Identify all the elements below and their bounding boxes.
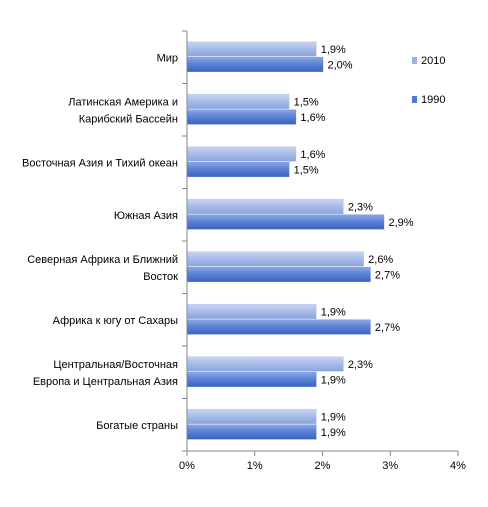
legend-swatch-2010 [412,57,417,64]
category-label: Южная Азия [114,210,178,222]
category-label: Центральная/Восточная Европа и Центральна… [33,359,178,388]
x-tick-label: 3% [382,460,398,472]
data-label-2010-6: 1,9% [321,307,346,319]
bar-2010-3 [187,146,297,162]
legend-label-2010: 2010 [421,55,445,67]
data-label-1990-2: 1,6% [300,112,325,124]
data-label-2010-8: 1,9% [321,412,346,424]
bar-2010-1 [187,41,317,57]
bar-1990-1 [187,56,324,73]
bar-2010-4 [187,198,344,215]
data-label-2010-4: 2,3% [348,202,373,214]
bar-2010-6 [187,303,317,320]
data-label-2010-2: 1,5% [294,97,319,109]
bar-2010-5 [187,251,364,267]
data-label-1990-4: 2,9% [388,217,413,229]
bar-1990-2 [187,109,297,125]
data-label-2010-5: 2,6% [368,254,393,266]
bar-2010-7 [187,356,344,372]
bar-2010-2 [187,93,290,110]
x-tick-label: 0% [179,460,195,472]
x-tick-label: 4% [450,460,466,472]
bar-1990-5 [187,266,371,283]
data-label-1990-7: 1,9% [321,375,346,387]
bar-1990-3 [187,161,290,178]
category-label: Африка к югу от Сахары [53,315,178,327]
category-label: Северная Африка и Ближний Восток [27,254,178,283]
data-label-2010-1: 1,9% [321,44,346,56]
x-tick-label: 1% [247,460,263,472]
bar-1990-6 [187,319,371,335]
plot-area: 0% 1% 2% 3% 4% 1,9% 2,0% Мир 1,5% 1,6% Латинская А… [22,30,466,472]
data-label-1990-5: 2,7% [375,270,400,282]
legend: 2010 1990 [412,55,445,106]
data-label-1990-1: 2,0% [328,60,353,72]
bar-2010-8 [187,408,317,425]
data-label-1990-3: 1,5% [294,165,319,177]
category-label: Латинская Америка и Карибский Бассейн [68,96,178,125]
x-tick-label: 2% [315,460,331,472]
category-label: Восточная Азия и Тихий океан [22,157,178,169]
data-label-2010-7: 2,3% [348,359,373,371]
category-label: Богатые страны [96,420,178,432]
legend-label-1990: 1990 [421,94,445,106]
data-label-1990-6: 2,7% [375,322,400,334]
category-label: Мир [157,52,178,64]
legend-swatch-1990 [412,96,417,103]
bar-1990-8 [187,424,317,440]
data-label-1990-8: 1,9% [321,427,346,439]
bar-1990-7 [187,371,317,388]
bar-1990-4 [187,214,385,230]
data-label-2010-3: 1,6% [300,149,325,161]
